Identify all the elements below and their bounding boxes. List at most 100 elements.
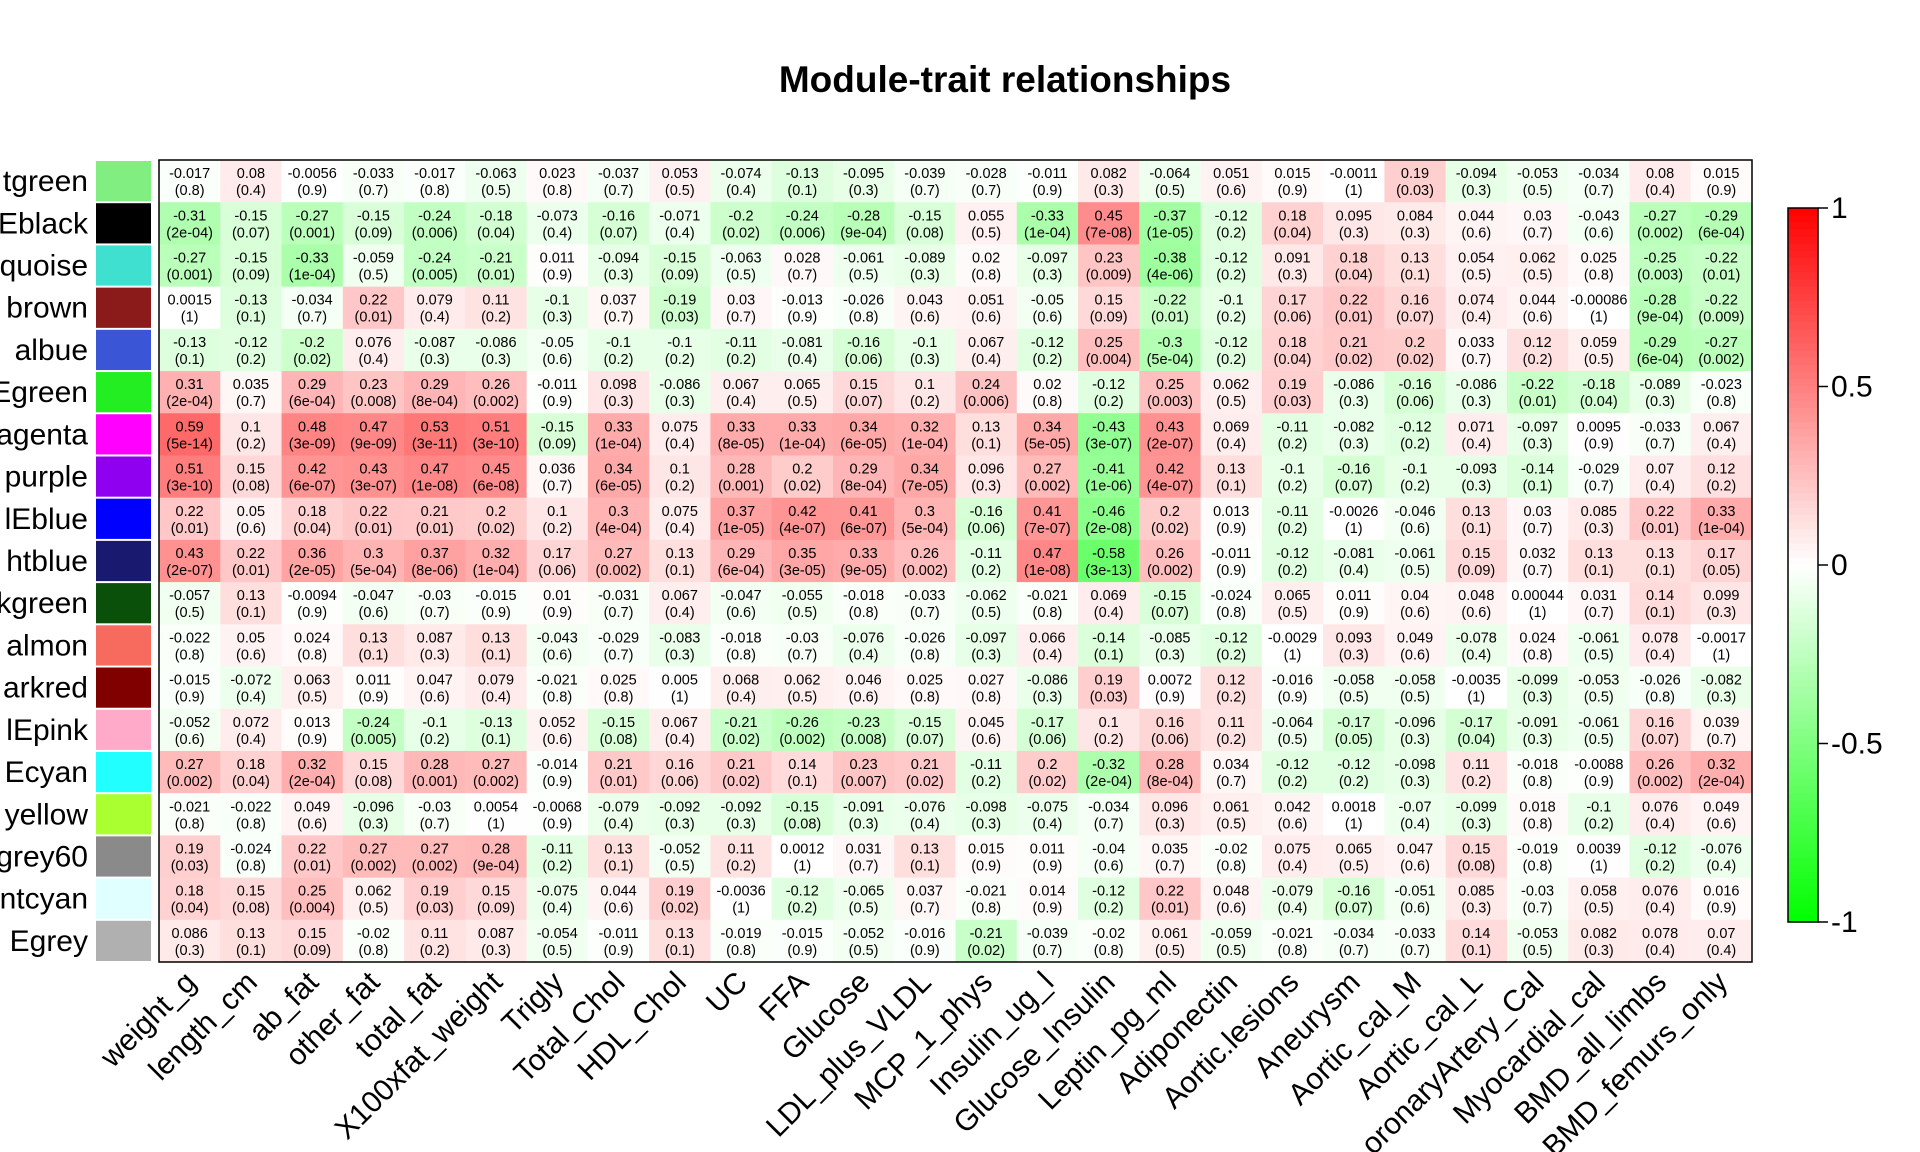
cell-correlation-label: -0.1	[1280, 462, 1305, 478]
cell-correlation-label: -0.074	[720, 166, 761, 182]
cell-correlation-label: -0.021	[537, 673, 578, 689]
heatmap-cell	[1016, 202, 1079, 245]
cell-correlation-label: 0.098	[600, 377, 636, 393]
heatmap-cell	[342, 624, 405, 668]
cell-correlation-label: -0.087	[414, 335, 455, 351]
cell-pvalue-label: (0.5)	[359, 901, 389, 917]
cell-pvalue-label: (0.5)	[1216, 394, 1246, 410]
cell-pvalue-label: (0.002)	[1637, 774, 1683, 790]
cell-correlation-label: 0.018	[1519, 799, 1555, 815]
cell-correlation-label: -0.24	[357, 715, 390, 731]
cell-pvalue-label: (0.001)	[718, 479, 764, 495]
cell-correlation-label: -0.12	[1276, 757, 1309, 773]
module-swatch	[96, 583, 151, 624]
legend-gradient-step	[1788, 757, 1818, 766]
cell-pvalue-label: (0.5)	[1339, 858, 1369, 874]
legend-gradient-step	[1788, 614, 1818, 623]
cell-pvalue-label: (0.1)	[481, 732, 511, 748]
heatmap-cell	[1016, 455, 1079, 499]
heatmap-cell	[220, 497, 283, 541]
cell-correlation-label: 0.067	[723, 377, 759, 393]
cell-pvalue-label: (7e-08)	[1085, 225, 1132, 241]
cell-correlation-label: -0.16	[1337, 884, 1370, 900]
heatmap-cell	[587, 286, 650, 330]
cell-correlation-label: -0.021	[1027, 588, 1068, 604]
cell-correlation-label: 0.033	[1458, 335, 1494, 351]
cell-pvalue-label: (0.02)	[722, 774, 760, 790]
cell-correlation-label: 0.1	[241, 419, 261, 435]
cell-correlation-label: -0.026	[904, 630, 945, 646]
cell-pvalue-label: (0.06)	[1028, 732, 1066, 748]
cell-correlation-label: 0.34	[1033, 419, 1061, 435]
cell-pvalue-label: (0.04)	[293, 521, 331, 537]
heatmap-cell	[649, 793, 711, 836]
heatmap-cell	[1629, 919, 1692, 963]
heatmap-cell	[587, 371, 650, 414]
heatmap-cell	[1323, 877, 1385, 921]
cell-correlation-label: 0.085	[1581, 504, 1617, 520]
cell-correlation-label: -0.27	[1644, 208, 1677, 224]
cell-correlation-label: -0.14	[1521, 462, 1554, 478]
legend-gradient-step	[1788, 407, 1818, 416]
cell-pvalue-label: (0.3)	[1032, 268, 1062, 284]
heatmap-cell	[526, 708, 589, 752]
cell-correlation-label: -0.29	[1644, 335, 1677, 351]
cell-pvalue-label: (4e-04)	[595, 521, 642, 537]
cell-pvalue-label: (0.8)	[359, 943, 389, 959]
cell-correlation-label: -0.099	[1517, 673, 1558, 689]
cell-pvalue-label: (3e-10)	[473, 436, 520, 452]
cell-pvalue-label: (0.5)	[1461, 268, 1491, 284]
cell-pvalue-label: (0.2)	[542, 858, 572, 874]
cell-correlation-label: -0.092	[659, 799, 700, 815]
cell-pvalue-label: (0.6)	[297, 816, 327, 832]
cell-pvalue-label: (0.3)	[1032, 690, 1062, 706]
cell-pvalue-label: (0.8)	[1645, 690, 1675, 706]
cell-pvalue-label: (0.2)	[665, 479, 695, 495]
heatmap-cell	[649, 371, 711, 414]
cell-correlation-label: 0.062	[784, 673, 820, 689]
heatmap-cell	[1323, 624, 1385, 668]
cell-correlation-label: 0.071	[1458, 419, 1494, 435]
cell-pvalue-label: (1)	[1345, 183, 1363, 199]
cell-pvalue-label: (0.9)	[1032, 183, 1062, 199]
cell-correlation-label: 0.045	[968, 715, 1004, 731]
cell-pvalue-label: (0.4)	[1706, 858, 1736, 874]
cell-correlation-label: 0.26	[1156, 546, 1184, 562]
cell-correlation-label: 0.51	[176, 462, 204, 478]
cell-pvalue-label: (0.3)	[1461, 816, 1491, 832]
heatmap-cell	[1568, 202, 1630, 245]
cell-correlation-label: 0.29	[727, 546, 755, 562]
heatmap-cell	[159, 750, 221, 794]
cell-correlation-label: 0.19	[1095, 673, 1123, 689]
cell-correlation-label: 0.33	[604, 419, 632, 435]
cell-correlation-label: -0.019	[720, 926, 761, 942]
cell-pvalue-label: (0.006)	[963, 394, 1009, 410]
cell-pvalue-label: (3e-05)	[779, 563, 826, 579]
cell-correlation-label: 0.22	[359, 504, 387, 520]
heatmap-cell	[342, 497, 405, 541]
cell-correlation-label: 0.011	[1030, 841, 1065, 857]
heatmap-cell	[649, 666, 711, 710]
cell-correlation-label: -0.033	[353, 166, 394, 182]
heatmap-cell	[1384, 835, 1447, 879]
cell-correlation-label: 0.074	[1458, 293, 1494, 309]
heatmap-cell	[281, 582, 344, 625]
legend-gradient-step	[1788, 465, 1818, 473]
heatmap-cell	[1139, 371, 1202, 414]
cell-pvalue-label: (0.7)	[787, 268, 817, 284]
cell-correlation-label: -0.024	[1211, 588, 1252, 604]
cell-correlation-label: 0.049	[1397, 630, 1433, 646]
heatmap-cell	[1506, 750, 1569, 794]
cell-correlation-label: -0.017	[169, 166, 210, 182]
legend-gradient-step	[1788, 900, 1818, 909]
heatmap-cell	[832, 666, 895, 710]
cell-pvalue-label: (0.9)	[297, 732, 327, 748]
cell-pvalue-label: (0.2)	[1400, 479, 1430, 495]
cell-pvalue-label: (2e-08)	[1085, 521, 1132, 537]
cell-pvalue-label: (0.4)	[1645, 183, 1675, 199]
heatmap-cell	[220, 328, 283, 372]
cell-pvalue-label: (0.3)	[604, 268, 634, 284]
heatmap-cell	[832, 919, 895, 963]
cell-pvalue-label: (0.4)	[1645, 816, 1675, 832]
cell-correlation-label: 0.04	[1401, 588, 1429, 604]
